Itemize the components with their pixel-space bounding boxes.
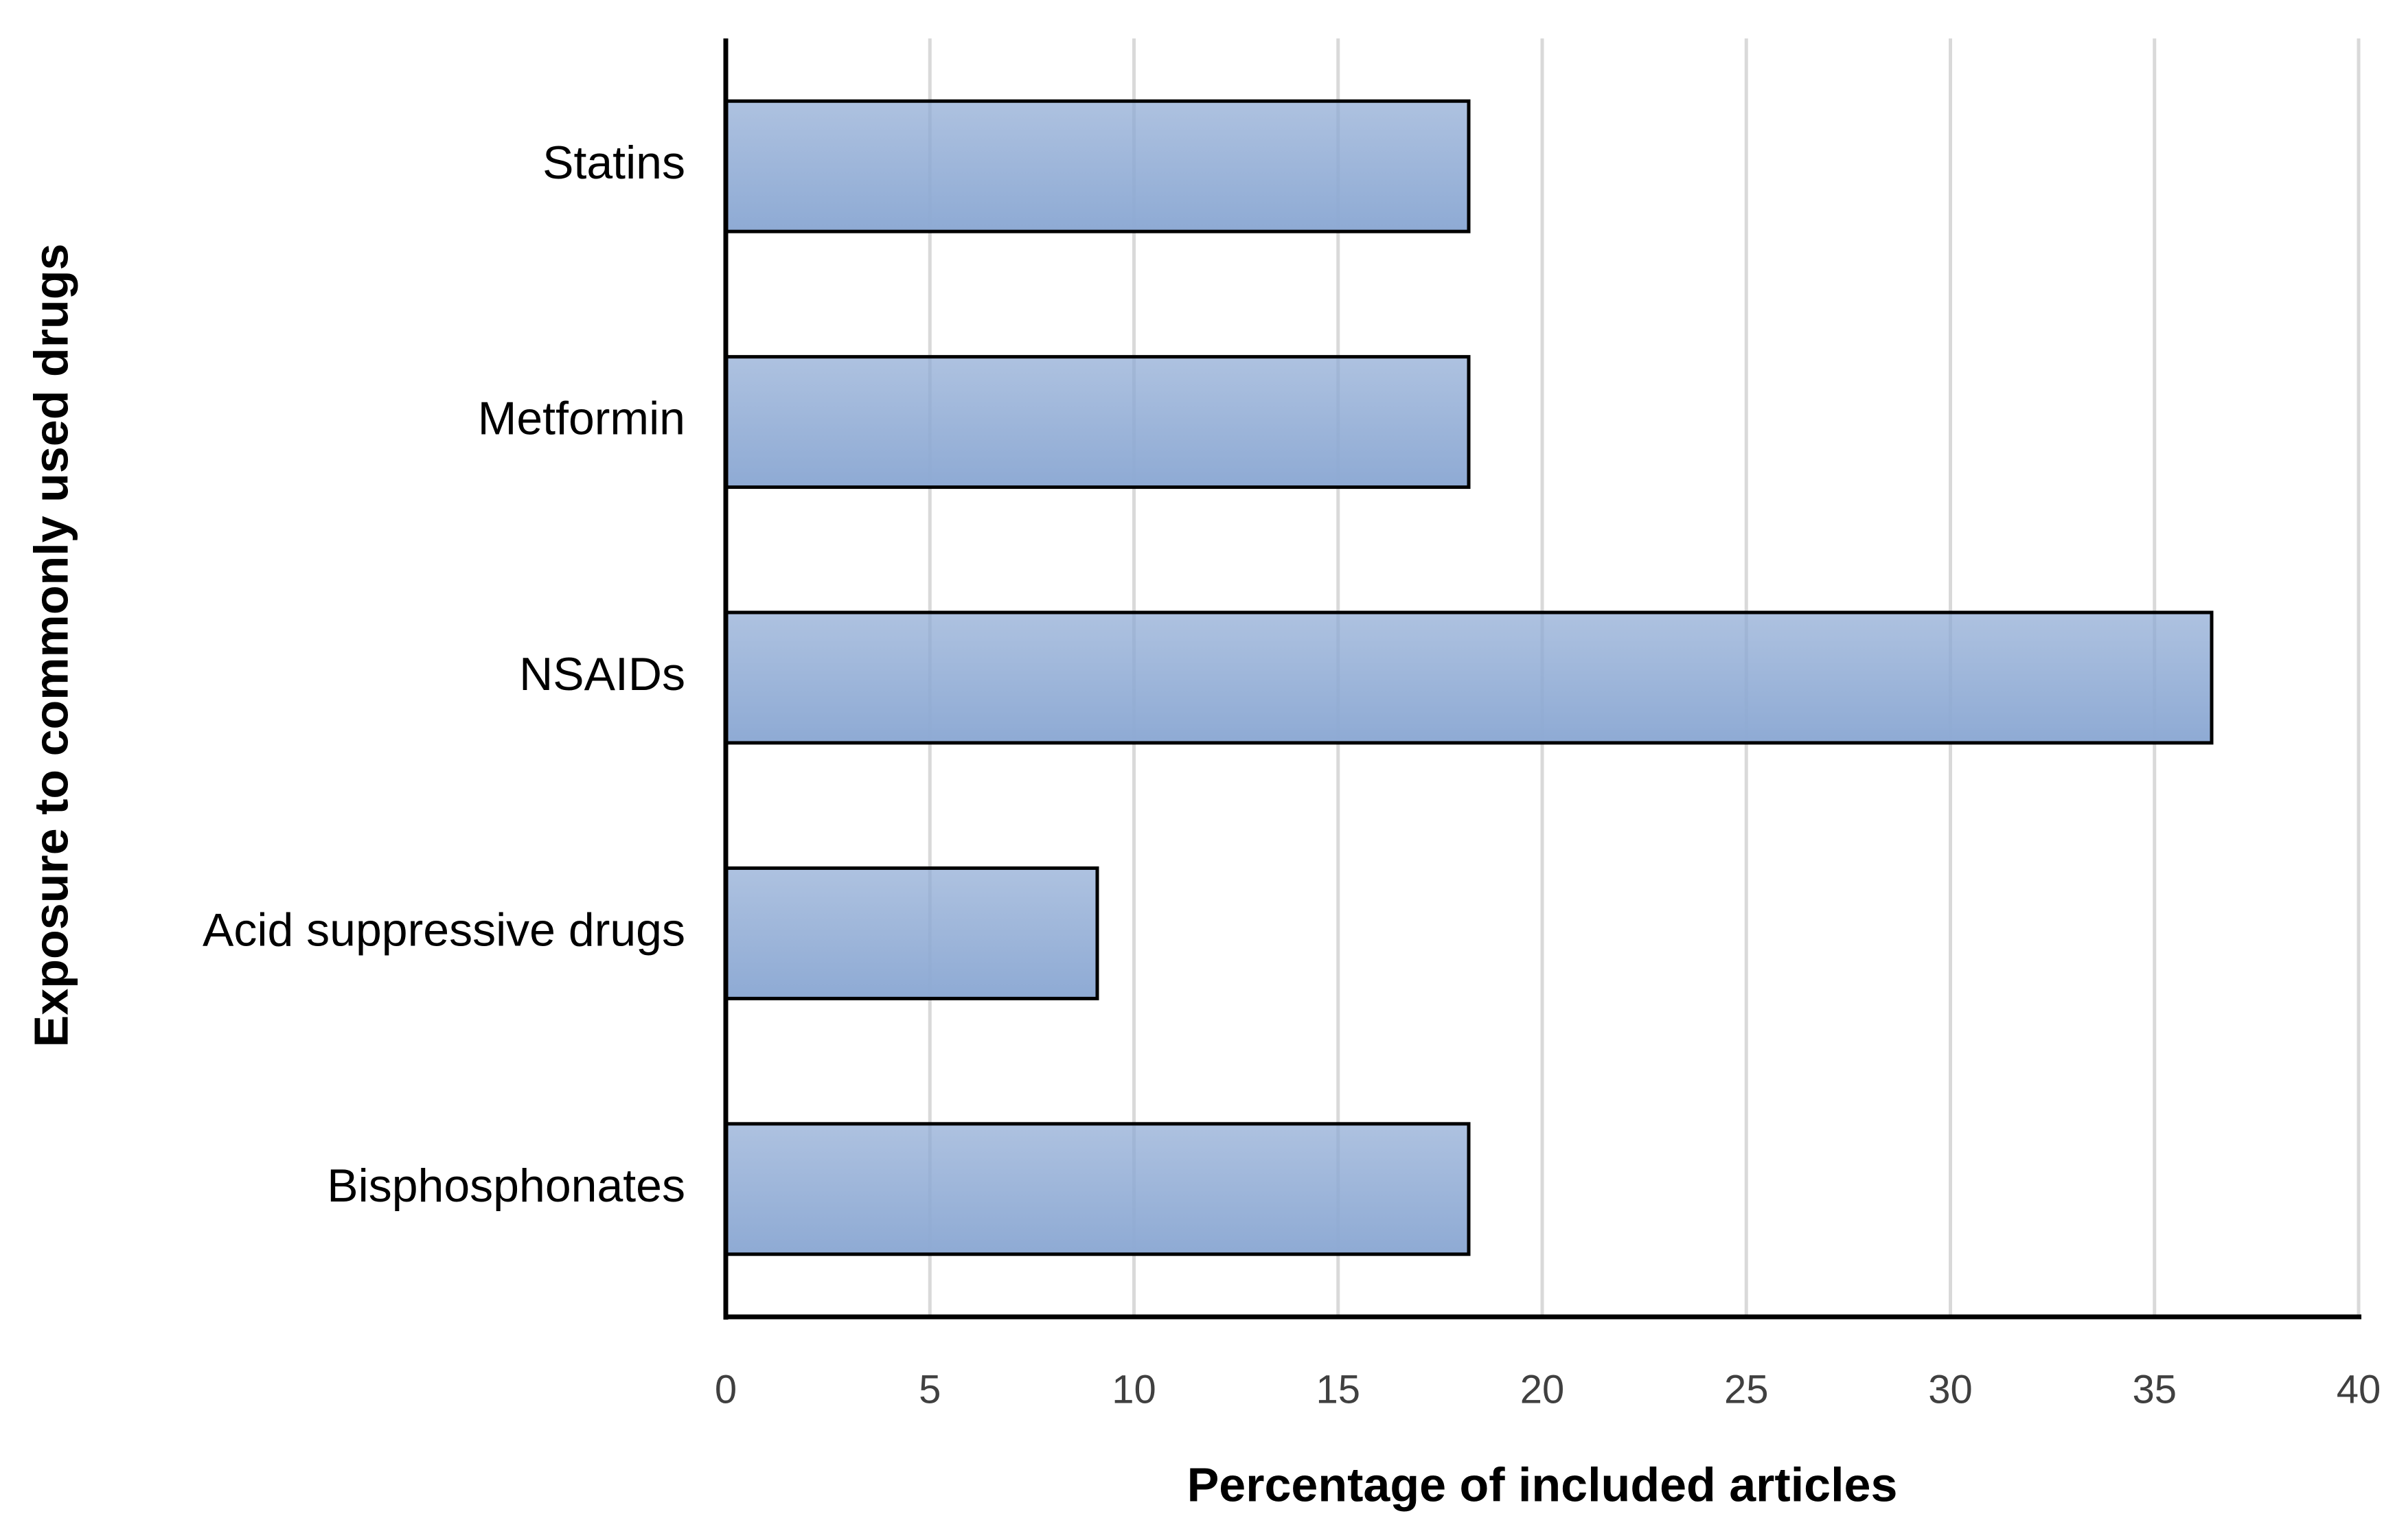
x-tick-label: 40 (2337, 1367, 2381, 1412)
bar (724, 866, 1099, 1000)
x-tick-label: 30 (1928, 1367, 1973, 1412)
x-tick-label: 0 (715, 1367, 737, 1412)
y-tick-label: Bisphosphonates (327, 1160, 685, 1212)
x-tick-label: 35 (2132, 1367, 2177, 1412)
x-tick-label: 25 (1724, 1367, 1769, 1412)
bar (724, 1122, 1471, 1256)
y-tick-label: Acid suppressive drugs (203, 904, 685, 956)
y-tick-label: Statins (542, 137, 685, 189)
x-tick-label: 5 (919, 1367, 941, 1412)
y-tick-label: NSAIDs (519, 648, 685, 700)
x-axis-title: Percentage of included articles (1187, 1458, 1898, 1511)
x-tick-label: 20 (1520, 1367, 1565, 1412)
y-tick-label: Metformin (478, 393, 685, 445)
x-tick-label: 10 (1112, 1367, 1156, 1412)
y-axis-title: Exposure to commonly used drugs (24, 244, 78, 1048)
bar (724, 610, 2214, 745)
bar (724, 355, 1471, 490)
bar (724, 99, 1471, 233)
x-tick-label: 15 (1316, 1367, 1360, 1412)
